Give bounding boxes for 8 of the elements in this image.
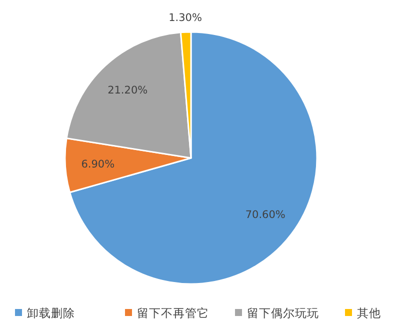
data-label: 6.90%: [81, 158, 115, 171]
legend-label: 留下不再管它: [137, 306, 209, 320]
data-label: 1.30%: [168, 12, 202, 24]
legend-label: 留下偶尔玩玩: [247, 306, 319, 320]
data-label: 21.20%: [108, 84, 148, 97]
legend-label: 其他: [357, 306, 381, 320]
data-label: 70.60%: [245, 209, 286, 222]
legend-label: 卸载删除: [27, 306, 75, 320]
